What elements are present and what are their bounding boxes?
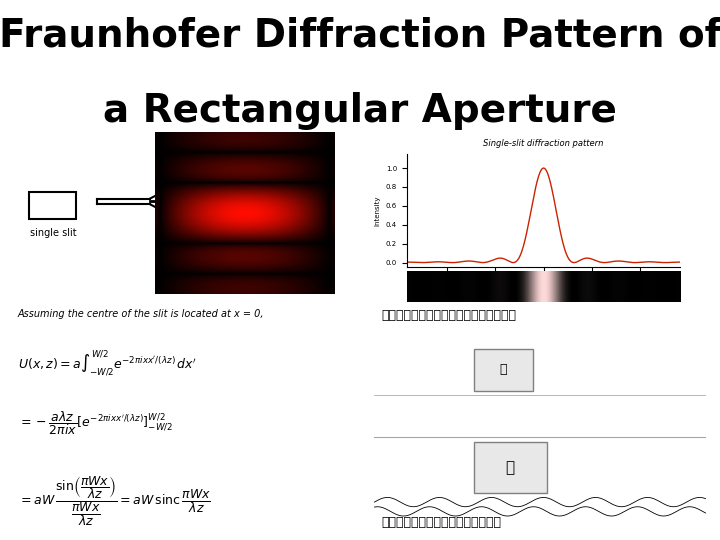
Text: 🚢: 🚢 (505, 460, 515, 475)
Text: 💻: 💻 (500, 363, 508, 376)
Y-axis label: Intensity: Intensity (374, 195, 380, 226)
Bar (29, 192, 76, 219)
Text: $U(x,z) = a \int_{-W/2}^{W/2} e^{-2\pi i x x^\prime/(\lambda z)}\,dx^\prime$: $U(x,z) = a \int_{-W/2}^{W/2} e^{-2\pi i… (18, 349, 197, 378)
Text: a Rectangular Aperture: a Rectangular Aperture (103, 92, 617, 130)
Text: 為什麼海龟大星是海龟實實最好的朋友？: 為什麼海龟大星是海龟實實最好的朋友？ (381, 309, 516, 322)
Text: $= -\dfrac{a\lambda z}{2\pi i x}\left[e^{-2\pi i x x^\prime/(\lambda z)}\right]_: $= -\dfrac{a\lambda z}{2\pi i x}\left[e^… (18, 409, 173, 437)
Title: Single-slit diffraction pattern: Single-slit diffraction pattern (483, 139, 604, 147)
Text: Fraunhofer Diffraction Pattern of: Fraunhofer Diffraction Pattern of (0, 16, 720, 54)
Bar (474, 349, 534, 390)
Text: 因為海龟實實的獨立第一就是海大星: 因為海龟實實的獨立第一就是海大星 (381, 516, 501, 529)
Text: single slit: single slit (30, 228, 77, 238)
Text: Assuming the centre of the slit is located at x = 0,: Assuming the centre of the slit is locat… (18, 309, 264, 319)
Text: $= aW\,\dfrac{\sin\!\left(\dfrac{\pi W x}{\lambda z}\right)}{\dfrac{\pi W x}{\la: $= aW\,\dfrac{\sin\!\left(\dfrac{\pi W x… (18, 474, 211, 528)
Bar (474, 442, 546, 493)
